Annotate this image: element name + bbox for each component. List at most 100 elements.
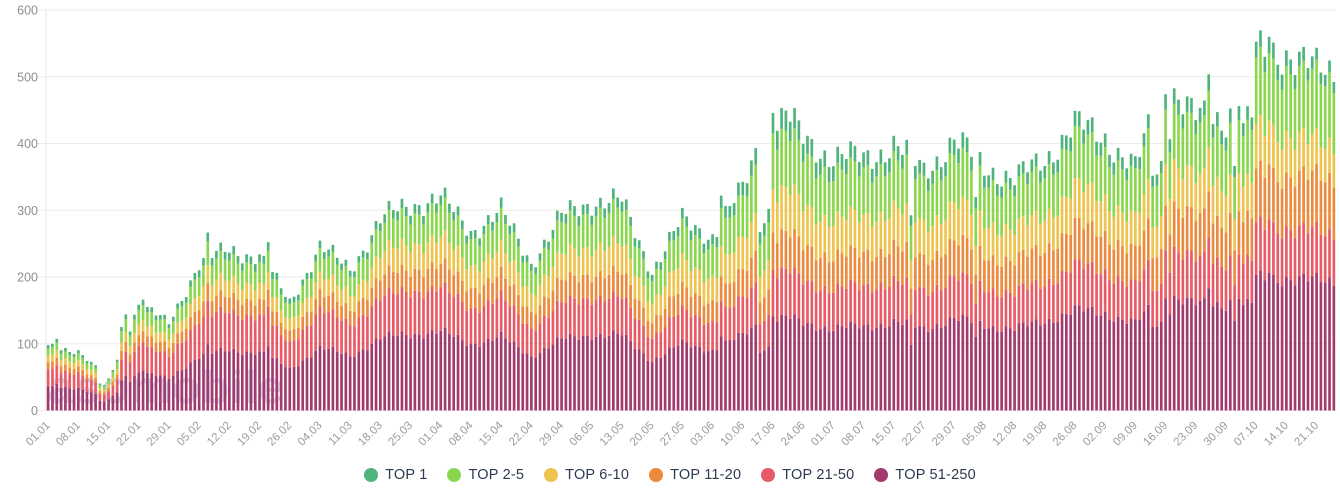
bar-segment[interactable] <box>133 342 136 352</box>
bar-segment[interactable] <box>1077 217 1081 260</box>
bar-segment[interactable] <box>1216 112 1219 127</box>
bar-segment[interactable] <box>236 263 240 284</box>
bar-segment[interactable] <box>926 331 930 411</box>
bar-segment[interactable] <box>1026 256 1029 290</box>
bar-segment[interactable] <box>387 240 391 266</box>
bar-segment[interactable] <box>1134 156 1137 169</box>
bar-segment[interactable] <box>353 271 356 278</box>
bar-segment[interactable] <box>521 286 525 307</box>
bar-segment[interactable] <box>258 254 261 263</box>
bar-segment[interactable] <box>1052 174 1055 218</box>
bar-segment[interactable] <box>603 301 607 338</box>
bar-segment[interactable] <box>128 346 132 355</box>
bar-segment[interactable] <box>663 259 667 287</box>
bar-segment[interactable] <box>551 229 555 239</box>
bar-segment[interactable] <box>530 328 533 357</box>
bar-segment[interactable] <box>374 229 378 257</box>
bar-segment[interactable] <box>594 216 598 250</box>
bar-segment[interactable] <box>413 213 417 244</box>
bar-segment[interactable] <box>629 307 632 342</box>
bar-segment[interactable] <box>1142 146 1146 195</box>
bar-segment[interactable] <box>724 217 727 255</box>
bar-segment[interactable] <box>1077 178 1081 218</box>
bar-segment[interactable] <box>314 350 317 411</box>
bar-segment[interactable] <box>646 360 650 411</box>
bar-segment[interactable] <box>823 285 827 327</box>
bar-segment[interactable] <box>581 298 585 336</box>
bar-segment[interactable] <box>1302 46 1305 61</box>
bar-segment[interactable] <box>844 173 848 221</box>
bar-segment[interactable] <box>1323 86 1327 149</box>
bar-segment[interactable] <box>340 305 343 321</box>
bar-segment[interactable] <box>348 270 352 277</box>
bar-segment[interactable] <box>1052 284 1055 323</box>
bar-segment[interactable] <box>594 276 598 301</box>
bar-segment[interactable] <box>284 317 287 330</box>
bar-segment[interactable] <box>1246 119 1249 174</box>
bar-segment[interactable] <box>1293 88 1297 150</box>
bar-segment[interactable] <box>107 378 110 380</box>
bar-segment[interactable] <box>184 368 188 411</box>
bar-segment[interactable] <box>909 225 913 261</box>
bar-segment[interactable] <box>741 296 745 333</box>
bar-segment[interactable] <box>297 327 300 340</box>
bar-segment[interactable] <box>564 223 568 255</box>
bar-segment[interactable] <box>310 297 313 312</box>
bar-segment[interactable] <box>875 328 878 411</box>
bar-segment[interactable] <box>814 292 818 331</box>
bar-segment[interactable] <box>387 287 391 332</box>
bar-segment[interactable] <box>758 232 762 244</box>
bar-segment[interactable] <box>301 330 305 361</box>
legend-item-top-6-10[interactable]: TOP 6-10 <box>544 467 629 483</box>
bar-segment[interactable] <box>849 206 852 246</box>
bar-segment[interactable] <box>98 388 102 392</box>
bar-segment[interactable] <box>1155 290 1159 327</box>
bar-segment[interactable] <box>918 159 921 174</box>
bar-segment[interactable] <box>439 195 443 205</box>
bar-segment[interactable] <box>978 210 982 246</box>
bar-segment[interactable] <box>931 291 934 330</box>
bar-segment[interactable] <box>413 333 417 411</box>
bar-segment[interactable] <box>586 274 589 299</box>
bar-segment[interactable] <box>1207 191 1211 239</box>
bar-segment[interactable] <box>404 292 408 335</box>
bar-segment[interactable] <box>1233 177 1236 220</box>
bar-segment[interactable] <box>288 341 292 368</box>
bar-segment[interactable] <box>1069 272 1072 315</box>
bar-segment[interactable] <box>240 355 244 411</box>
bar-segment[interactable] <box>197 277 201 297</box>
bar-segment[interactable] <box>1082 229 1085 269</box>
bar-segment[interactable] <box>935 250 939 285</box>
bar-segment[interactable] <box>763 223 766 236</box>
bar-segment[interactable] <box>827 167 831 183</box>
bar-segment[interactable] <box>64 364 67 371</box>
bar-segment[interactable] <box>331 244 335 253</box>
bar-segment[interactable] <box>1069 137 1072 152</box>
bar-segment[interactable] <box>89 392 93 411</box>
bar-segment[interactable] <box>952 202 956 241</box>
bar-segment[interactable] <box>288 330 292 342</box>
bar-segment[interactable] <box>599 333 602 411</box>
bar-segment[interactable] <box>1246 106 1249 120</box>
bar-segment[interactable] <box>301 303 305 317</box>
bar-segment[interactable] <box>163 351 166 376</box>
bar-segment[interactable] <box>875 221 878 257</box>
bar-segment[interactable] <box>1285 66 1288 131</box>
bar-segment[interactable] <box>681 218 684 254</box>
bar-segment[interactable] <box>1129 243 1133 280</box>
bar-segment[interactable] <box>1155 174 1159 186</box>
bar-segment[interactable] <box>801 325 805 411</box>
bar-segment[interactable] <box>279 322 283 336</box>
bar-segment[interactable] <box>560 212 563 223</box>
bar-segment[interactable] <box>465 310 468 346</box>
bar-segment[interactable] <box>577 339 581 411</box>
bar-segment[interactable] <box>133 319 136 333</box>
bar-segment[interactable] <box>353 277 356 297</box>
bar-segment[interactable] <box>905 203 909 242</box>
bar-segment[interactable] <box>1177 252 1180 300</box>
bar-segment[interactable] <box>1185 96 1189 112</box>
bar-segment[interactable] <box>689 347 693 411</box>
bar-segment[interactable] <box>284 296 287 303</box>
bar-segment[interactable] <box>81 375 84 390</box>
bar-segment[interactable] <box>806 322 809 411</box>
